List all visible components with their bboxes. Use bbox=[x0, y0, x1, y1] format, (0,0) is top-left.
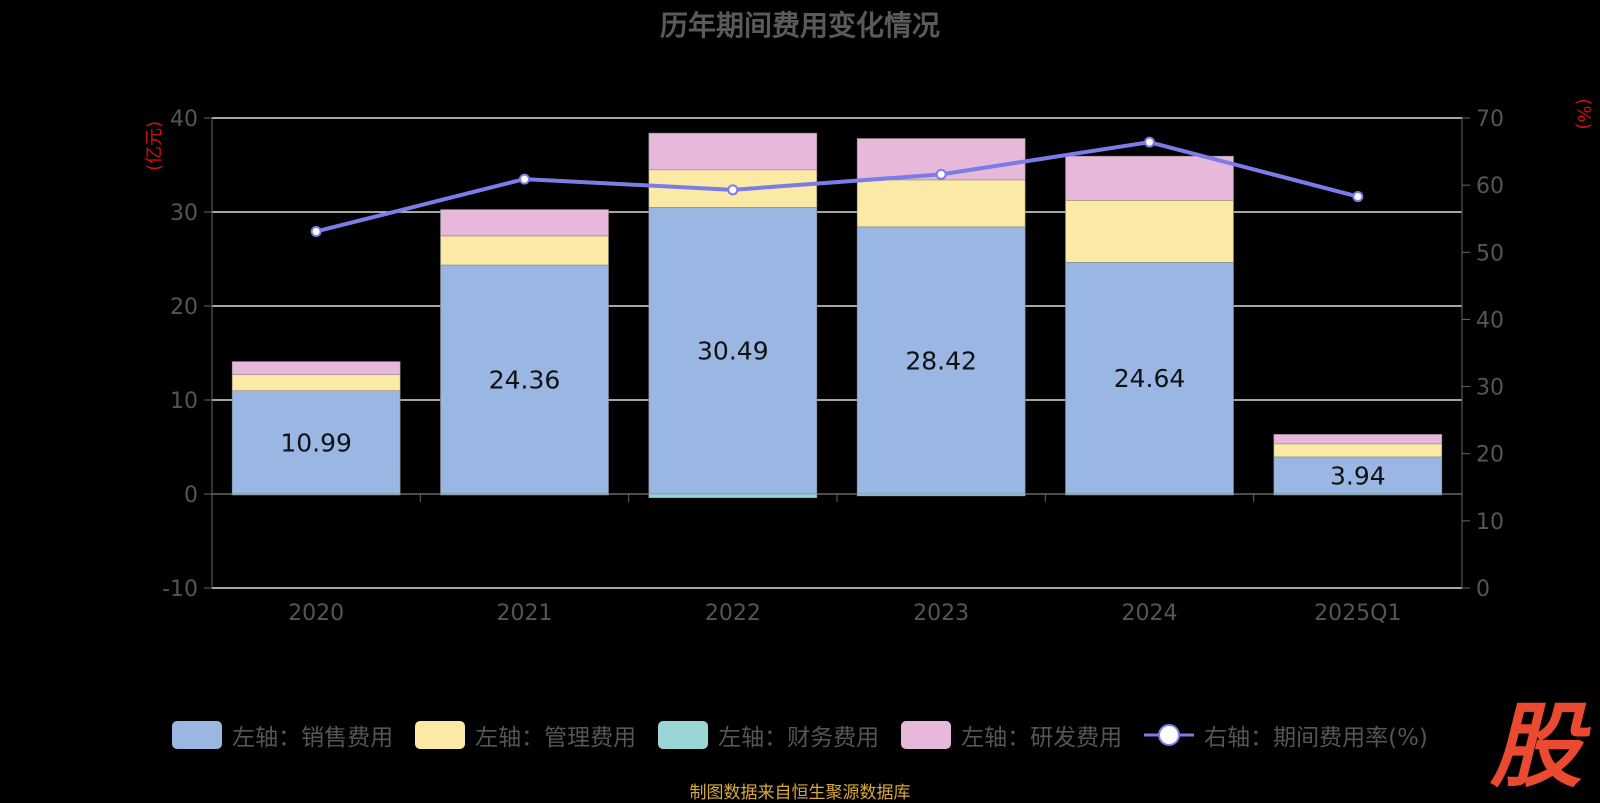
axis-layer: -10 0 10 20 30 40 0 10 20 30 40 50 60 70 (亿元) (%) 2020 20… bbox=[144, 98, 1594, 626]
y-right-tick-label: 10 bbox=[1476, 510, 1504, 535]
legend-item-rd[interactable]: 左轴：研发费用 bbox=[901, 718, 1122, 752]
bar-s1-2021 bbox=[440, 235, 609, 266]
x-tick-label-2023: 2023 bbox=[913, 601, 969, 626]
bar-s3-2021 bbox=[440, 209, 609, 237]
bar-s0-2021 bbox=[440, 264, 609, 495]
chart-title: 历年期间费用变化情况 bbox=[659, 9, 940, 42]
bar-s2-2025Q1 bbox=[1273, 493, 1443, 496]
line-point-2024 bbox=[1144, 136, 1155, 148]
legend: 左轴：销售费用 左轴：管理费用 左轴：财务费用 左轴：研发费用 右轴：期间费用率… bbox=[0, 718, 1600, 752]
brand-logo: 股 bbox=[1490, 692, 1583, 800]
legend-label-finance: 左轴：财务费用 bbox=[718, 725, 880, 751]
legend-label-sales: 左轴：销售费用 bbox=[232, 725, 394, 751]
y-right-tick-label: 50 bbox=[1476, 241, 1504, 266]
legend-label-rd: 左轴：研发费用 bbox=[961, 725, 1123, 751]
y-right-tick-label: 20 bbox=[1476, 443, 1504, 468]
bar-s1-2020 bbox=[231, 374, 401, 391]
y-left-tick-label: 0 bbox=[184, 483, 198, 508]
bar-s2-2020 bbox=[231, 493, 401, 496]
chart-canvas: 10.99 24.36 30.49 28.42 24.64 3.94 -10 0 10 20 30… bbox=[144, 98, 1594, 626]
line-layer bbox=[310, 136, 1364, 237]
y-right-tick-label: 30 bbox=[1476, 376, 1504, 401]
legend-swatch-rd bbox=[901, 721, 952, 749]
bar-label-2021: 24.36 bbox=[489, 366, 561, 395]
legend-label-admin: 左轴：管理费用 bbox=[475, 725, 637, 751]
bar-s0-2025Q1 bbox=[1273, 456, 1443, 495]
bar-s2-2024 bbox=[1065, 493, 1234, 496]
legend-swatch-sales bbox=[172, 721, 223, 749]
bar-s1-2024 bbox=[1065, 200, 1234, 263]
bar-labels-layer: 10.99 24.36 30.49 28.42 24.64 3.94 bbox=[280, 337, 1385, 491]
legend-label-expense-rate: 右轴：期间费用率(%) bbox=[1204, 725, 1428, 751]
line-expense-rate bbox=[315, 140, 1359, 234]
legend-swatch-expense-rate bbox=[1144, 724, 1195, 746]
bar-label-2023: 28.42 bbox=[905, 346, 977, 375]
bar-s3-2022 bbox=[648, 132, 818, 171]
bar-s2-2022 bbox=[648, 493, 818, 499]
line-point-2025Q1 bbox=[1352, 191, 1364, 203]
y-right-tick-label: 0 bbox=[1476, 577, 1490, 602]
bar-s1-2025Q1 bbox=[1273, 443, 1443, 458]
bar-s3-2025Q1 bbox=[1273, 434, 1443, 445]
x-tick-label-2020: 2020 bbox=[288, 601, 344, 626]
y-left-tick-label: 20 bbox=[170, 295, 198, 320]
y-left-tick-label: 10 bbox=[170, 389, 198, 414]
bar-s3-2024 bbox=[1065, 155, 1234, 201]
bar-s1-2023 bbox=[856, 179, 1026, 228]
y-left-tick-label: 30 bbox=[170, 201, 198, 226]
line-point-2022 bbox=[727, 184, 739, 196]
bar-label-2025Q1: 3.94 bbox=[1330, 461, 1386, 490]
x-tick-label-2025Q1: 2025Q1 bbox=[1314, 601, 1401, 626]
y-right-unit-label: (%) bbox=[1573, 98, 1594, 129]
line-point-2021 bbox=[519, 173, 530, 185]
y-right-tick-label: 40 bbox=[1476, 308, 1504, 333]
x-tick-label-2024: 2024 bbox=[1122, 601, 1178, 626]
line-point-2023 bbox=[935, 168, 947, 180]
bar-s0-2023 bbox=[856, 226, 1026, 495]
y-left-tick-label: 40 bbox=[170, 107, 198, 132]
bar-s3-2020 bbox=[231, 361, 401, 376]
bar-label-2020: 10.99 bbox=[280, 428, 352, 457]
legend-swatch-admin bbox=[415, 721, 466, 749]
x-tick-label-2022: 2022 bbox=[705, 601, 761, 626]
y-left-tick-label: -10 bbox=[162, 577, 198, 602]
y-left-unit-label: (亿元) bbox=[144, 121, 165, 171]
bar-s0-2022 bbox=[648, 207, 818, 495]
bar-label-2022: 30.49 bbox=[697, 337, 769, 366]
x-tick-label-2021: 2021 bbox=[497, 601, 553, 626]
y-right-tick-label: 70 bbox=[1476, 107, 1504, 132]
legend-item-expense-rate[interactable]: 右轴：期间费用率(%) bbox=[1144, 718, 1428, 752]
bars-layer bbox=[231, 132, 1443, 499]
source-note: 制图数据来自恒生聚源数据库 bbox=[689, 783, 911, 803]
legend-item-admin[interactable]: 左轴：管理费用 bbox=[415, 718, 636, 752]
bar-s0-2020 bbox=[231, 390, 401, 495]
legend-item-finance[interactable]: 左轴：财务费用 bbox=[658, 718, 879, 752]
legend-item-sales[interactable]: 左轴：销售费用 bbox=[172, 718, 393, 752]
bar-s2-2023 bbox=[856, 493, 1026, 497]
grid-layer bbox=[212, 117, 1462, 589]
bar-s2-2021 bbox=[440, 493, 609, 496]
line-point-2020 bbox=[310, 225, 322, 237]
legend-swatch-finance bbox=[658, 721, 709, 749]
y-right-tick-label: 60 bbox=[1476, 174, 1504, 199]
bar-label-2024: 24.64 bbox=[1114, 364, 1186, 393]
